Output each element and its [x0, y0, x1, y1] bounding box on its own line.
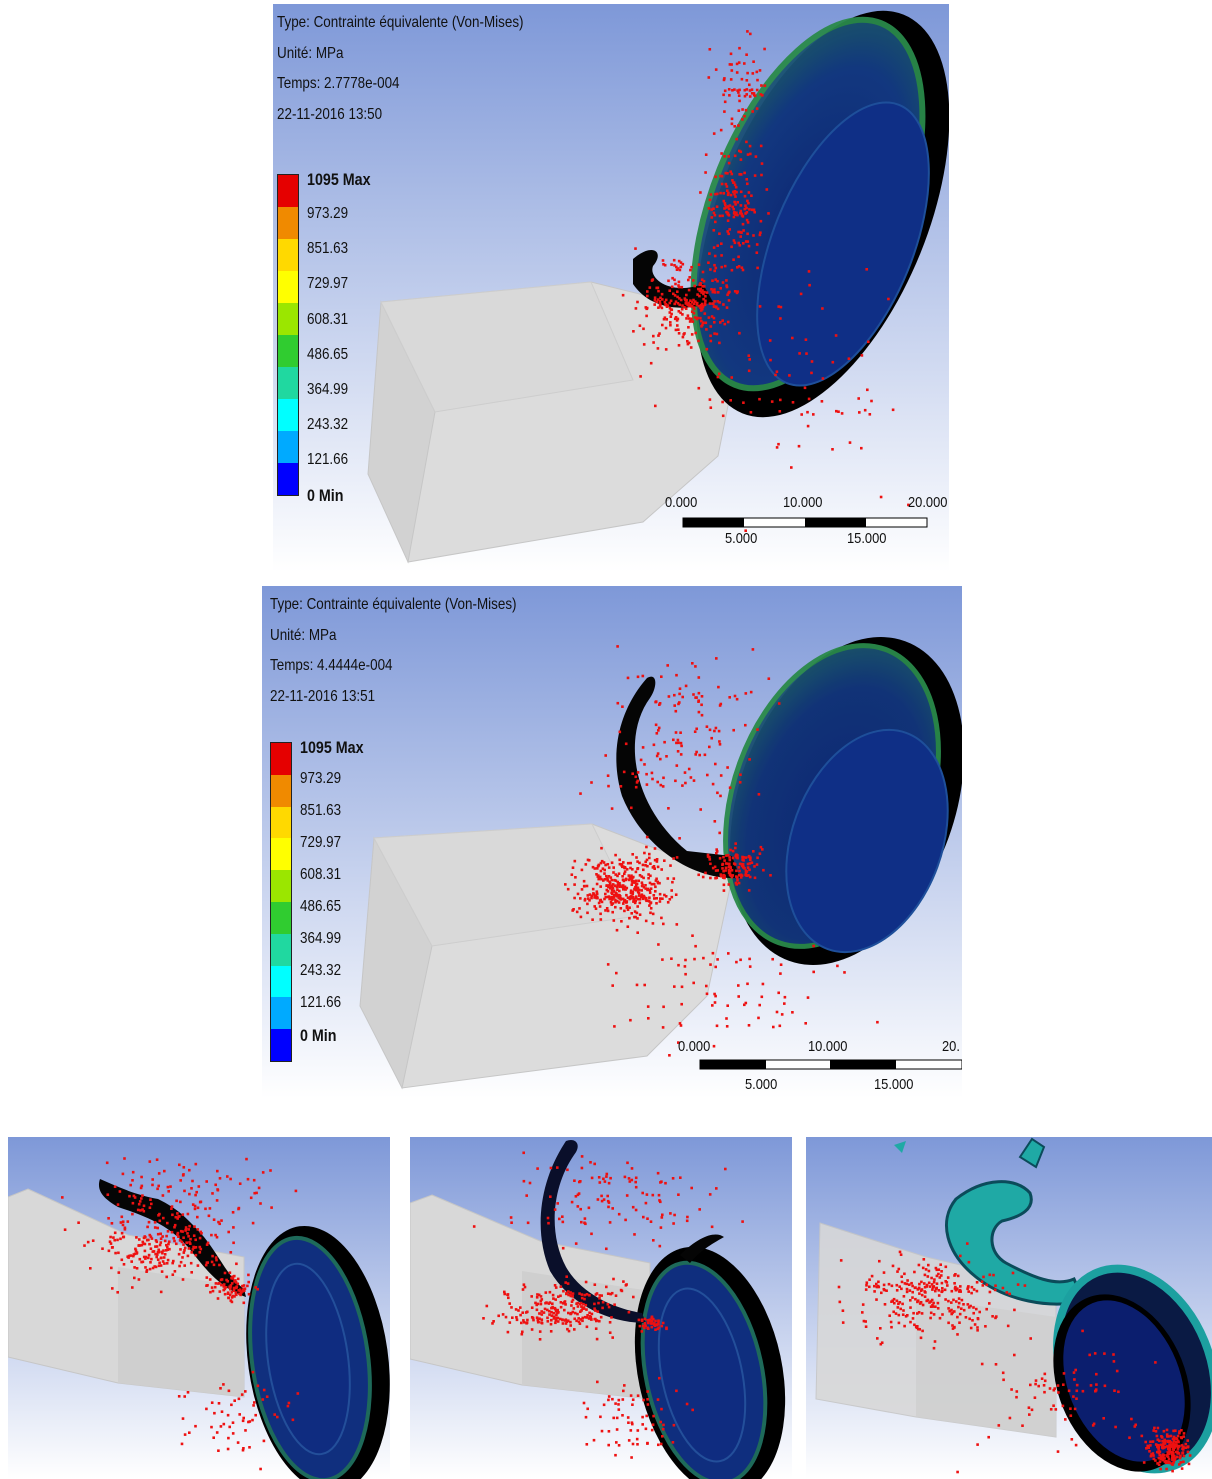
legend-min-label: 0 Min: [300, 1026, 337, 1045]
legend-swatch: [278, 271, 298, 303]
legend-swatch: [271, 997, 291, 1030]
particle-cloud: [837, 1242, 1192, 1474]
scene-render-3: [8, 1137, 390, 1479]
chip-fragment: [894, 1141, 906, 1153]
scene-render-4: [410, 1137, 792, 1479]
legend-value-label: 851.63: [300, 802, 342, 819]
tool-wheel: [634, 1246, 786, 1479]
viewport-panel-5[interactable]: [806, 1137, 1212, 1479]
result-type-label: Type: Contrainte équivalente (Von-Mises): [277, 14, 524, 31]
legend-value-label: 973.29: [300, 770, 342, 787]
chip: [945, 1180, 1087, 1306]
legend-value-label: 121.66: [300, 994, 342, 1011]
workpiece-block: [410, 1194, 651, 1400]
legend-swatch: [278, 431, 298, 463]
legend-swatch: [271, 933, 291, 966]
legend-swatch: [278, 175, 298, 207]
viewport-panel-4[interactable]: [410, 1137, 792, 1479]
tool-wheel: [1053, 1264, 1212, 1474]
legend-swatch: [278, 399, 298, 431]
scale-tick-label: 15.000: [847, 530, 887, 547]
result-type-label: Type: Contrainte équivalente (Von-Mises): [270, 596, 517, 613]
legend-value-label: 851.63: [307, 240, 349, 257]
legend-swatch: [271, 743, 291, 775]
chip-fragment: [1018, 1137, 1046, 1169]
legend-value-label: 973.29: [307, 205, 349, 222]
legend-value-label: 486.65: [300, 898, 342, 915]
legend-swatch: [278, 335, 298, 367]
chip: [98, 1179, 246, 1297]
result-time-label: Temps: 4.4444e-004: [270, 657, 393, 674]
result-unit-label: Unité: MPa: [270, 626, 337, 644]
legend-swatch: [271, 806, 291, 839]
chip: [616, 676, 740, 879]
legend-value-label: 486.65: [307, 346, 349, 363]
result-info: Type: Contrainte équivalente (Von-Mises)…: [277, 8, 524, 130]
scene-render-2: [262, 586, 962, 1098]
legend-max-label: 1095 Max: [300, 738, 364, 757]
scale-tick-label: 15.000: [874, 1076, 914, 1093]
scale-tick-label: 10.000: [783, 494, 823, 511]
viewport-panel-1[interactable]: Type: Contrainte équivalente (Von-Mises)…: [273, 4, 949, 572]
particle-cloud: [564, 645, 879, 1057]
legend-value-label: 729.97: [300, 834, 342, 851]
scale-tick-label: 5.000: [725, 530, 758, 547]
legend-max-label: 1095 Max: [307, 170, 371, 189]
legend-swatch: [271, 901, 291, 934]
legend-value-label: 243.32: [300, 962, 342, 979]
legend-swatch: [278, 207, 298, 239]
scale-bar-graphic: [682, 517, 928, 528]
scene-render-1: [273, 4, 949, 572]
legend-swatch: [278, 303, 298, 335]
scale-tick-label: 5.000: [745, 1076, 778, 1093]
scale-bar-graphic: [699, 1059, 962, 1070]
scale-tick-label: 0.000: [665, 494, 698, 511]
legend-value-label: 364.99: [300, 930, 342, 947]
legend-value-label: 729.97: [307, 275, 349, 292]
workpiece-block: [367, 281, 746, 564]
result-time-label: Temps: 2.7778e-004: [277, 75, 400, 92]
scale-tick-label: 20.: [942, 1038, 960, 1055]
result-unit-label: Unité: MPa: [277, 44, 344, 62]
legend-value-label: 608.31: [300, 866, 342, 883]
legend-value-label: 121.66: [307, 451, 349, 468]
tool-wheel: [723, 637, 962, 965]
legend-color-bar: [270, 742, 292, 1062]
scale-tick-label: 10.000: [808, 1038, 848, 1055]
particle-cloud: [621, 30, 910, 532]
scale-tick-label: 0.000: [678, 1038, 711, 1055]
viewport-panel-3[interactable]: [8, 1137, 390, 1479]
tool-wheel: [246, 1225, 390, 1479]
particle-cloud: [472, 1151, 744, 1459]
legend-swatch: [271, 1029, 291, 1061]
result-date-label: 22-11-2016 13:51: [270, 687, 376, 705]
chip: [633, 250, 713, 308]
legend-swatch: [271, 838, 291, 871]
legend-value-label: 608.31: [307, 311, 349, 328]
particle-cloud: [61, 1157, 300, 1471]
scene-render-5: [806, 1137, 1212, 1479]
legend-color-bar: [277, 174, 299, 496]
viewport-panel-2[interactable]: Type: Contrainte équivalente (Von-Mises)…: [262, 586, 962, 1098]
legend-value-label: 243.32: [307, 416, 349, 433]
legend-value-label: 364.99: [307, 381, 349, 398]
legend-swatch: [278, 463, 298, 495]
legend-swatch: [278, 367, 298, 399]
legend-swatch: [271, 965, 291, 998]
tool-wheel: [690, 10, 949, 418]
legend-swatch: [278, 239, 298, 271]
chip-tip: [680, 1234, 724, 1263]
result-date-label: 22-11-2016 13:50: [277, 105, 383, 123]
legend-swatch: [271, 774, 291, 807]
legend-swatch: [271, 870, 291, 902]
scale-bar: 0.000 10.000 20.000 5.000 15.000: [665, 494, 949, 554]
scale-tick-label: 20.000: [908, 494, 948, 511]
scale-bar: 0.000 10.000 20. 5.000 15.000: [678, 1038, 962, 1098]
result-info: Type: Contrainte équivalente (Von-Mises)…: [270, 590, 517, 712]
legend-min-label: 0 Min: [307, 486, 344, 505]
